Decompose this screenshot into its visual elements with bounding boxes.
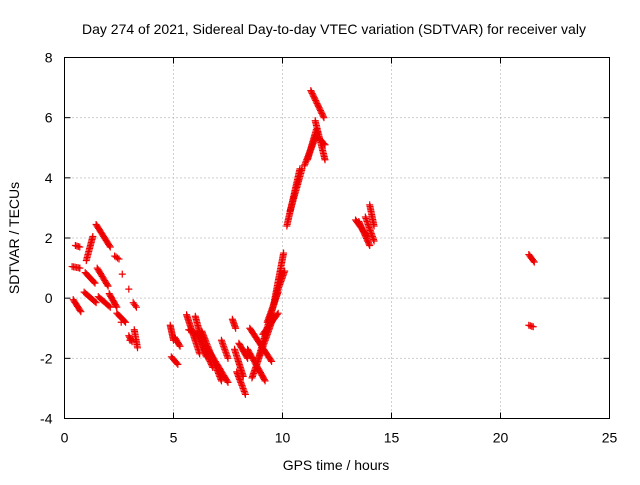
data-point	[114, 254, 122, 262]
data-point	[113, 303, 121, 311]
data-point	[134, 344, 142, 352]
x-tick-label: 5	[170, 430, 178, 446]
data-point	[281, 267, 289, 275]
data-point	[321, 156, 329, 164]
data-point	[131, 302, 139, 310]
x-axis-label: GPS time / hours	[283, 457, 390, 473]
data-point	[104, 282, 112, 290]
data-point	[320, 140, 328, 148]
data-point	[232, 324, 240, 332]
data-point	[529, 323, 537, 331]
data-point	[530, 258, 538, 266]
y-tick-label: -4	[40, 411, 53, 427]
data-point	[76, 264, 84, 272]
data-point	[76, 306, 84, 314]
plot-frame	[64, 57, 610, 419]
data-point	[76, 243, 84, 251]
x-tick-label: 15	[384, 430, 400, 446]
data-point	[366, 242, 374, 250]
x-tick-label: 25	[602, 430, 618, 446]
tick-layer: 0 5 10 15 20 25 -4 -2 0 2 4 6 8	[40, 50, 617, 446]
data-point	[92, 299, 100, 307]
data-point	[105, 302, 113, 310]
data-point	[260, 376, 268, 384]
y-tick-label: 4	[45, 170, 53, 186]
data-point	[91, 298, 99, 306]
y-tick-label: -2	[40, 350, 53, 366]
data-point	[529, 257, 537, 265]
grid-layer	[64, 57, 610, 419]
data-point	[261, 377, 269, 385]
data-point	[132, 303, 140, 311]
data-point	[224, 378, 232, 386]
data-marks	[68, 87, 538, 398]
data-point	[175, 341, 183, 349]
y-tick-label: 8	[45, 50, 53, 66]
data-point	[319, 112, 327, 120]
data-point	[106, 243, 114, 251]
data-point	[274, 309, 282, 317]
data-point	[103, 281, 111, 289]
x-tick-label: 0	[61, 430, 69, 446]
chart-title: Day 274 of 2021, Sidereal Day-to-day VTE…	[82, 21, 586, 37]
data-point	[267, 356, 275, 364]
data-point	[105, 242, 113, 250]
data-point	[173, 359, 181, 367]
data-point	[77, 308, 85, 316]
y-tick-label: 0	[45, 290, 53, 306]
data-point	[365, 240, 373, 248]
data-point	[174, 360, 182, 368]
y-axis-label: SDTVAR / TECUs	[6, 182, 22, 294]
data-point	[120, 317, 128, 325]
data-point	[320, 114, 328, 122]
x-tick-label: 10	[275, 430, 291, 446]
data-point	[115, 255, 123, 263]
data-point	[118, 270, 126, 278]
data-point	[91, 279, 99, 287]
data-point	[370, 237, 378, 245]
data-point	[90, 278, 98, 286]
data-point	[268, 357, 276, 365]
data-point	[106, 303, 114, 311]
data-point	[280, 249, 288, 257]
data-point	[125, 332, 133, 340]
data-point	[117, 318, 125, 326]
data-point	[126, 336, 134, 344]
data-point	[321, 141, 329, 149]
data-point	[241, 390, 249, 398]
y-tick-label: 6	[45, 110, 53, 126]
data-point	[223, 377, 231, 385]
data-point	[176, 342, 184, 350]
data-point	[224, 354, 232, 362]
data-point	[273, 311, 281, 319]
data-point	[125, 285, 133, 293]
data-point	[89, 232, 97, 240]
data-point	[370, 222, 378, 230]
data-point	[112, 302, 120, 310]
y-tick-label: 2	[45, 230, 53, 246]
x-tick-label: 20	[493, 430, 509, 446]
